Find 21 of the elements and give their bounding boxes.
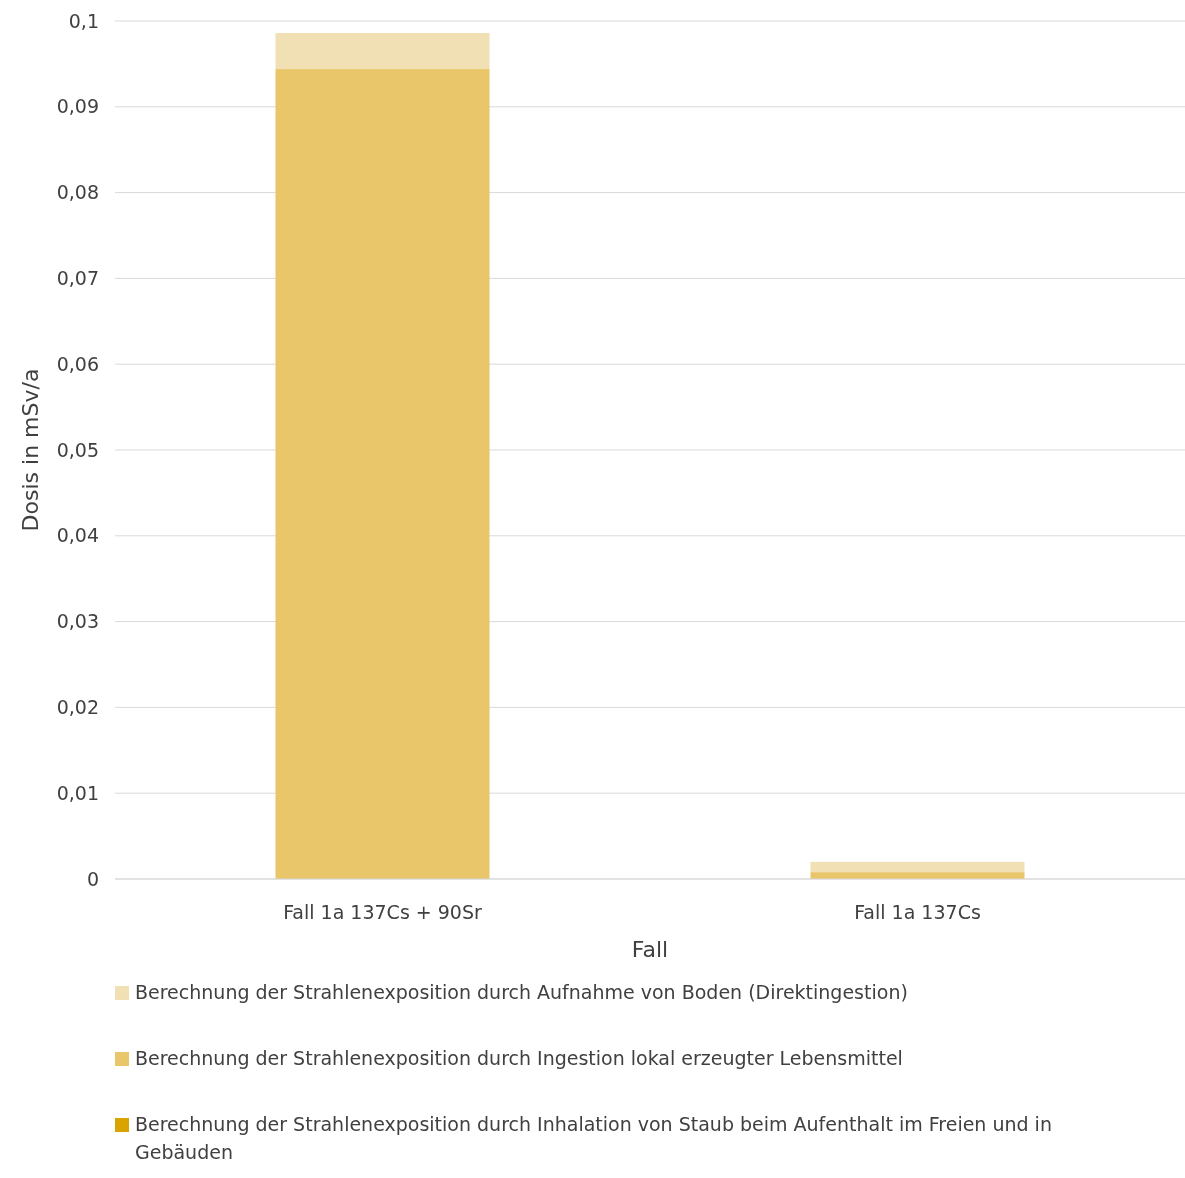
y-tick-label: 0,07 bbox=[56, 267, 99, 290]
y-tick-label: 0,03 bbox=[56, 610, 99, 633]
y-tick-label: 0,01 bbox=[56, 781, 99, 804]
legend-label: Berechnung der Strahlenexposition durch Ingestion lokal erzeugter Lebensmittel bbox=[135, 1046, 903, 1071]
x-axis-title: Fall bbox=[631, 937, 669, 962]
y-tick-label: 0,1 bbox=[68, 9, 99, 32]
bar bbox=[810, 861, 1025, 873]
y-tick-label: 0,04 bbox=[56, 524, 99, 547]
y-tick-label: 0 bbox=[86, 867, 99, 890]
y-tick-label: 0,08 bbox=[56, 181, 99, 204]
y-tick-label: 0,06 bbox=[56, 352, 99, 375]
y-axis-title: Dosis in mSv/a bbox=[18, 368, 43, 532]
bar bbox=[275, 33, 490, 70]
x-tick-label: Fall 1a 137Cs + 90Sr bbox=[283, 901, 483, 923]
y-tick-label: 0,05 bbox=[56, 438, 99, 461]
legend-label: Berechnung der Strahlenexposition durch Inhalation von Staub beim Aufenthalt im Freien und in Gebäuden bbox=[135, 1112, 1053, 1165]
x-tick-label: Fall 1a 137Cs bbox=[854, 901, 981, 923]
bar bbox=[275, 69, 490, 879]
y-tick-label: 0,02 bbox=[56, 696, 99, 719]
y-tick-label: 0,09 bbox=[56, 95, 99, 118]
legend-label: Berechnung der Strahlenexposition durch Aufnahme von Boden (Direktingestion) bbox=[135, 980, 908, 1005]
